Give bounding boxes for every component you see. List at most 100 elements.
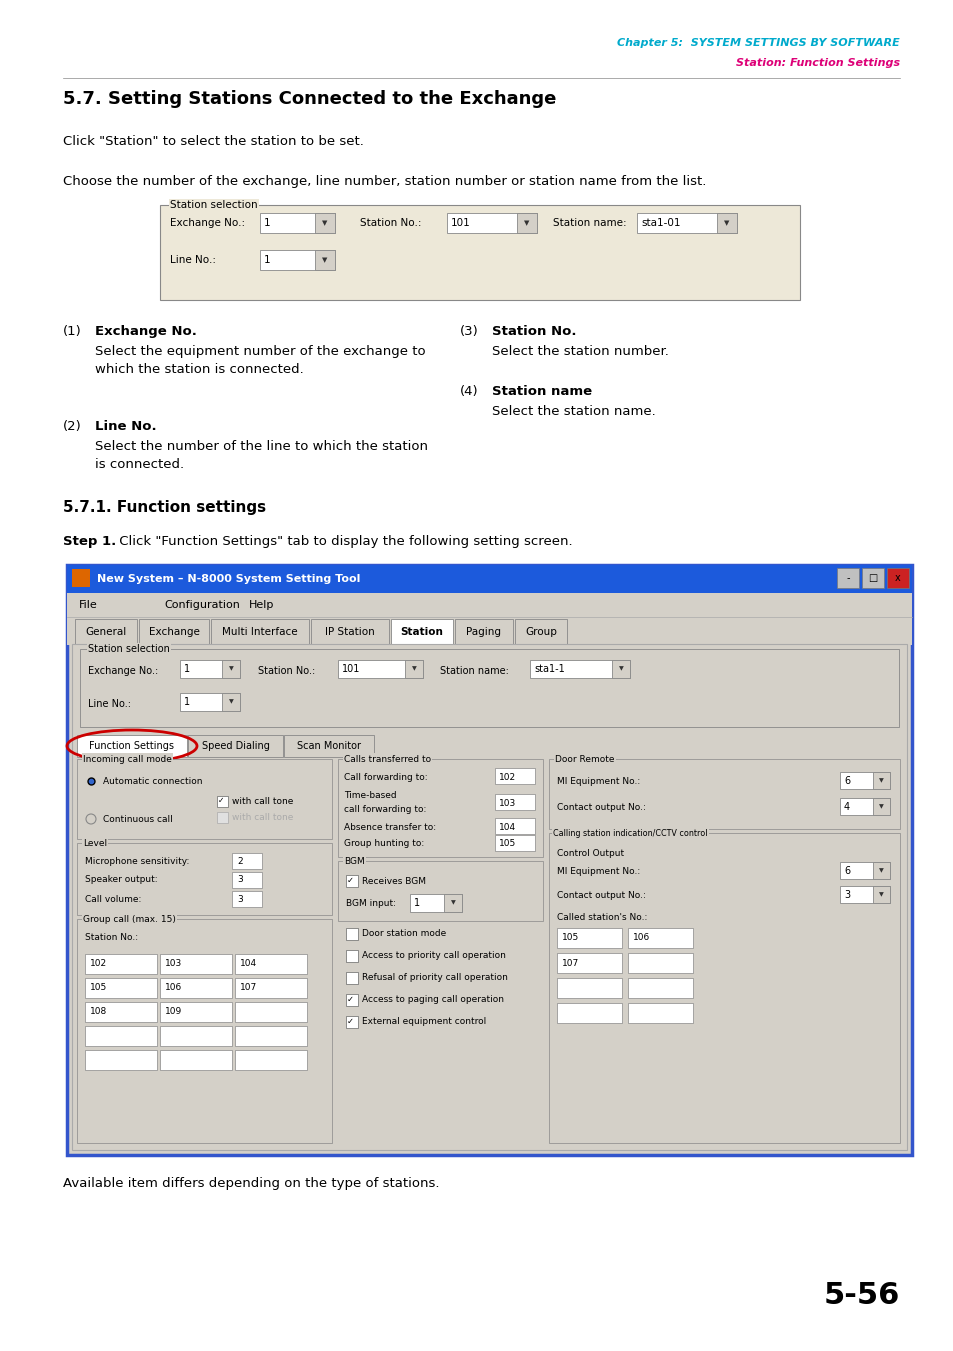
Bar: [160, 1050, 232, 1070]
Text: 3: 3: [236, 894, 242, 904]
Text: Paging: Paging: [466, 627, 501, 638]
Bar: [346, 1016, 357, 1028]
Bar: [71, 644, 906, 1150]
Text: Station No.:: Station No.:: [359, 218, 421, 228]
Text: 3: 3: [843, 889, 849, 900]
Bar: [260, 213, 335, 232]
Bar: [160, 1002, 232, 1021]
Bar: [495, 767, 535, 784]
Text: ▼: ▼: [879, 778, 882, 784]
Text: Exchange: Exchange: [149, 627, 199, 638]
Text: 1: 1: [264, 255, 271, 265]
Text: Incoming call mode: Incoming call mode: [83, 754, 172, 763]
Bar: [346, 875, 357, 888]
Text: IP Station: IP Station: [325, 627, 375, 638]
Text: Calling station indication/CCTV control: Calling station indication/CCTV control: [553, 828, 707, 838]
Text: ▼: ▼: [618, 666, 622, 671]
Bar: [548, 834, 899, 1143]
Bar: [337, 661, 422, 678]
Text: 1: 1: [264, 218, 271, 228]
Bar: [232, 871, 262, 888]
Text: Door station mode: Door station mode: [361, 929, 446, 939]
Bar: [160, 954, 232, 974]
Text: 2: 2: [236, 857, 242, 866]
Bar: [410, 894, 461, 912]
Bar: [85, 954, 157, 974]
Bar: [139, 619, 209, 644]
Text: 5.7. Setting Stations Connected to the Exchange: 5.7. Setting Stations Connected to the E…: [63, 91, 556, 108]
Text: 3: 3: [236, 875, 242, 885]
Bar: [840, 771, 889, 789]
Bar: [75, 619, 137, 644]
Text: Select the number of the line to which the station: Select the number of the line to which t…: [95, 440, 428, 453]
Text: is connected.: is connected.: [95, 458, 184, 471]
Text: ▼: ▼: [879, 892, 882, 897]
Bar: [517, 213, 537, 232]
Bar: [346, 971, 357, 984]
Text: Contact output No.:: Contact output No.:: [557, 802, 645, 812]
Bar: [836, 567, 858, 588]
Bar: [872, 862, 889, 880]
Bar: [346, 950, 357, 962]
Text: 1: 1: [414, 898, 419, 908]
Bar: [447, 213, 537, 232]
Text: Automatic connection: Automatic connection: [103, 777, 202, 785]
Text: Call forwarding to:: Call forwarding to:: [344, 773, 427, 781]
Bar: [530, 661, 629, 678]
Text: ▼: ▼: [229, 666, 233, 671]
Bar: [77, 843, 332, 915]
Bar: [284, 735, 374, 757]
Bar: [548, 759, 899, 830]
Bar: [872, 886, 889, 902]
Text: with call tone: with call tone: [232, 797, 294, 807]
Bar: [872, 798, 889, 815]
Text: BGM: BGM: [344, 857, 364, 866]
Text: ▼: ▼: [879, 804, 882, 809]
Text: ▼: ▼: [322, 257, 327, 263]
Text: Chapter 5:  SYSTEM SETTINGS BY SOFTWARE: Chapter 5: SYSTEM SETTINGS BY SOFTWARE: [617, 38, 899, 49]
Bar: [232, 852, 262, 869]
Text: x: x: [894, 573, 900, 584]
Text: □: □: [867, 573, 877, 584]
Text: 107: 107: [561, 958, 578, 967]
Text: 5-56: 5-56: [822, 1281, 899, 1310]
Text: Group: Group: [524, 627, 557, 638]
Text: MI Equipment No.:: MI Equipment No.:: [557, 777, 639, 785]
Text: 5.7.1. Function settings: 5.7.1. Function settings: [63, 500, 266, 515]
Text: Called station's No.:: Called station's No.:: [557, 912, 647, 921]
Bar: [80, 648, 898, 727]
Bar: [862, 567, 883, 588]
Text: 106: 106: [633, 934, 650, 943]
Bar: [234, 978, 307, 998]
Bar: [627, 978, 692, 998]
Text: (1): (1): [63, 326, 82, 338]
Text: New System – N-8000 System Setting Tool: New System – N-8000 System Setting Tool: [97, 574, 360, 584]
Text: Continuous call: Continuous call: [103, 815, 172, 824]
Text: Click "Station" to select the station to be set.: Click "Station" to select the station to…: [63, 135, 363, 149]
Text: 6: 6: [843, 775, 849, 785]
Bar: [346, 928, 357, 940]
Text: Absence transfer to:: Absence transfer to:: [344, 823, 436, 831]
Bar: [234, 954, 307, 974]
Text: 103: 103: [498, 798, 516, 808]
Bar: [840, 886, 889, 902]
Text: Step 1.: Step 1.: [63, 535, 116, 549]
Text: Select the equipment number of the exchange to: Select the equipment number of the excha…: [95, 345, 425, 358]
Text: Station name: Station name: [492, 385, 592, 399]
Bar: [627, 1002, 692, 1023]
Bar: [260, 250, 335, 270]
Text: with call tone: with call tone: [232, 813, 294, 823]
Text: Station No.:: Station No.:: [257, 666, 314, 676]
Text: sta1-1: sta1-1: [534, 663, 564, 674]
Bar: [232, 892, 262, 907]
Text: 102: 102: [90, 959, 107, 969]
Text: 107: 107: [240, 984, 257, 993]
Bar: [85, 978, 157, 998]
Bar: [515, 619, 566, 644]
Text: 108: 108: [90, 1008, 107, 1016]
Bar: [67, 617, 911, 644]
Text: 103: 103: [165, 959, 182, 969]
Text: Refusal of priority call operation: Refusal of priority call operation: [361, 974, 507, 982]
Text: Access to priority call operation: Access to priority call operation: [361, 951, 505, 961]
Bar: [557, 952, 621, 973]
